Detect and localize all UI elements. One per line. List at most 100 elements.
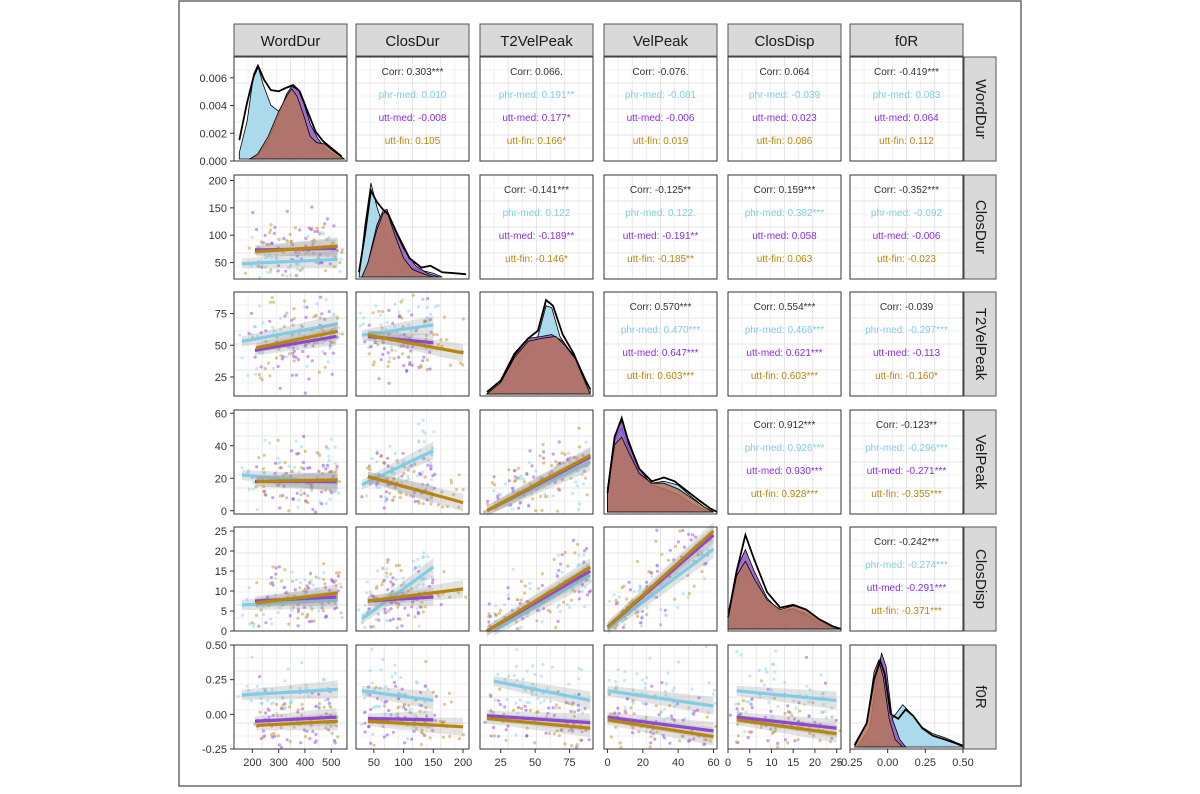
point-utt-fin	[257, 456, 261, 460]
point-utt-med	[385, 477, 389, 481]
point-phr-med	[824, 716, 829, 720]
point-utt-fin	[291, 323, 295, 327]
point-utt-fin	[285, 590, 289, 595]
point-phr-med	[402, 706, 407, 710]
panel-frame	[603, 291, 718, 397]
point-utt-med	[306, 586, 310, 590]
point-utt-fin	[554, 703, 558, 707]
point-utt-fin	[499, 608, 503, 613]
point-phr-med	[643, 686, 647, 690]
point-utt-med	[695, 708, 700, 712]
point-phr-med	[275, 256, 279, 260]
point-phr-med	[823, 710, 827, 714]
point-utt-fin	[759, 679, 764, 683]
density-utt-fin-WordDur	[248, 88, 346, 160]
point-phr-med	[423, 431, 427, 435]
point-utt-med	[498, 702, 502, 707]
point-phr-med	[286, 667, 290, 671]
point-utt-fin	[371, 363, 375, 367]
x-tick-label-ClosDisp: 0	[725, 757, 731, 769]
y-tick-label-VelPeak: 40	[215, 441, 227, 453]
point-utt-med	[510, 608, 514, 612]
point-phr-med	[331, 490, 335, 494]
point-utt-med	[333, 741, 337, 745]
point-phr-med	[381, 657, 385, 662]
y-tick-label-f0R: -0.25	[202, 744, 227, 756]
point-phr-med	[389, 345, 393, 349]
point-phr-med	[666, 671, 670, 675]
point-phr-med	[830, 706, 834, 710]
corr-utt-med-ClosDisp-ClosDur: utt-med: 0.058	[752, 231, 817, 242]
point-utt-med	[792, 717, 797, 721]
corr-overall-ClosDisp-ClosDur: Corr: 0.159***	[754, 185, 816, 196]
point-utt-med	[429, 467, 433, 471]
point-utt-med	[314, 732, 318, 737]
point-utt-fin	[281, 273, 285, 277]
point-phr-med	[240, 465, 244, 470]
point-phr-med	[372, 688, 377, 692]
point-phr-med	[278, 460, 283, 464]
point-phr-med	[308, 582, 312, 586]
point-utt-med	[377, 377, 381, 381]
point-utt-med	[271, 713, 275, 718]
point-utt-med	[291, 351, 295, 355]
fit-line-phr-med	[607, 689, 714, 708]
point-phr-med	[422, 321, 426, 325]
point-phr-med	[281, 586, 285, 590]
point-utt-med	[386, 558, 390, 562]
panel-frame	[727, 409, 842, 515]
point-phr-med	[320, 261, 324, 265]
point-utt-fin	[401, 705, 405, 710]
point-utt-fin	[612, 712, 616, 716]
point-utt-fin	[292, 725, 296, 729]
panel-frame	[849, 291, 964, 397]
point-phr-med	[367, 345, 371, 349]
point-utt-fin	[449, 481, 454, 485]
point-utt-med	[512, 469, 517, 473]
point-utt-fin	[788, 711, 792, 715]
point-phr-med	[324, 298, 328, 302]
point-utt-med	[416, 612, 421, 616]
corr-utt-fin-T2VelPeak-WordDur: utt-fin: 0.166*	[507, 136, 567, 147]
point-phr-med	[326, 466, 330, 470]
point-utt-fin	[310, 607, 314, 611]
panel-frame	[233, 291, 348, 397]
point-phr-med	[711, 692, 715, 696]
point-phr-med	[577, 553, 581, 557]
point-utt-fin	[292, 317, 296, 321]
point-phr-med	[384, 685, 388, 689]
point-phr-med	[514, 701, 518, 705]
point-utt-fin	[542, 461, 546, 465]
point-utt-med	[397, 602, 401, 606]
point-utt-fin	[575, 456, 579, 460]
point-utt-fin	[306, 250, 310, 254]
point-utt-med	[389, 607, 393, 611]
point-utt-fin	[535, 619, 539, 623]
point-utt-med	[413, 499, 417, 504]
point-utt-fin	[329, 724, 333, 729]
point-utt-fin	[324, 445, 328, 449]
point-phr-med	[274, 576, 278, 581]
point-utt-med	[660, 681, 664, 685]
point-utt-med	[386, 456, 390, 460]
point-utt-fin	[441, 735, 445, 739]
point-utt-fin	[773, 729, 777, 734]
point-utt-fin	[296, 616, 300, 620]
point-utt-fin	[457, 737, 462, 741]
point-utt-fin	[536, 710, 540, 714]
point-phr-med	[397, 310, 401, 314]
point-utt-med	[417, 365, 421, 370]
point-phr-med	[558, 609, 562, 614]
point-utt-med	[419, 704, 423, 708]
point-utt-med	[257, 624, 261, 628]
point-phr-med	[251, 487, 255, 491]
y-tick-label-T2VelPeak: 25	[215, 372, 227, 384]
corr-utt-fin-f0R-WordDur: utt-fin: 0.112	[879, 136, 934, 147]
point-utt-med	[296, 610, 300, 614]
point-phr-med	[282, 707, 286, 711]
point-phr-med	[299, 323, 303, 327]
point-utt-fin	[556, 487, 560, 491]
point-phr-med	[307, 694, 311, 698]
corr-phr-med-f0R-T2VelPeak: phr-med: -0.297***	[865, 325, 948, 336]
point-phr-med	[266, 254, 270, 258]
